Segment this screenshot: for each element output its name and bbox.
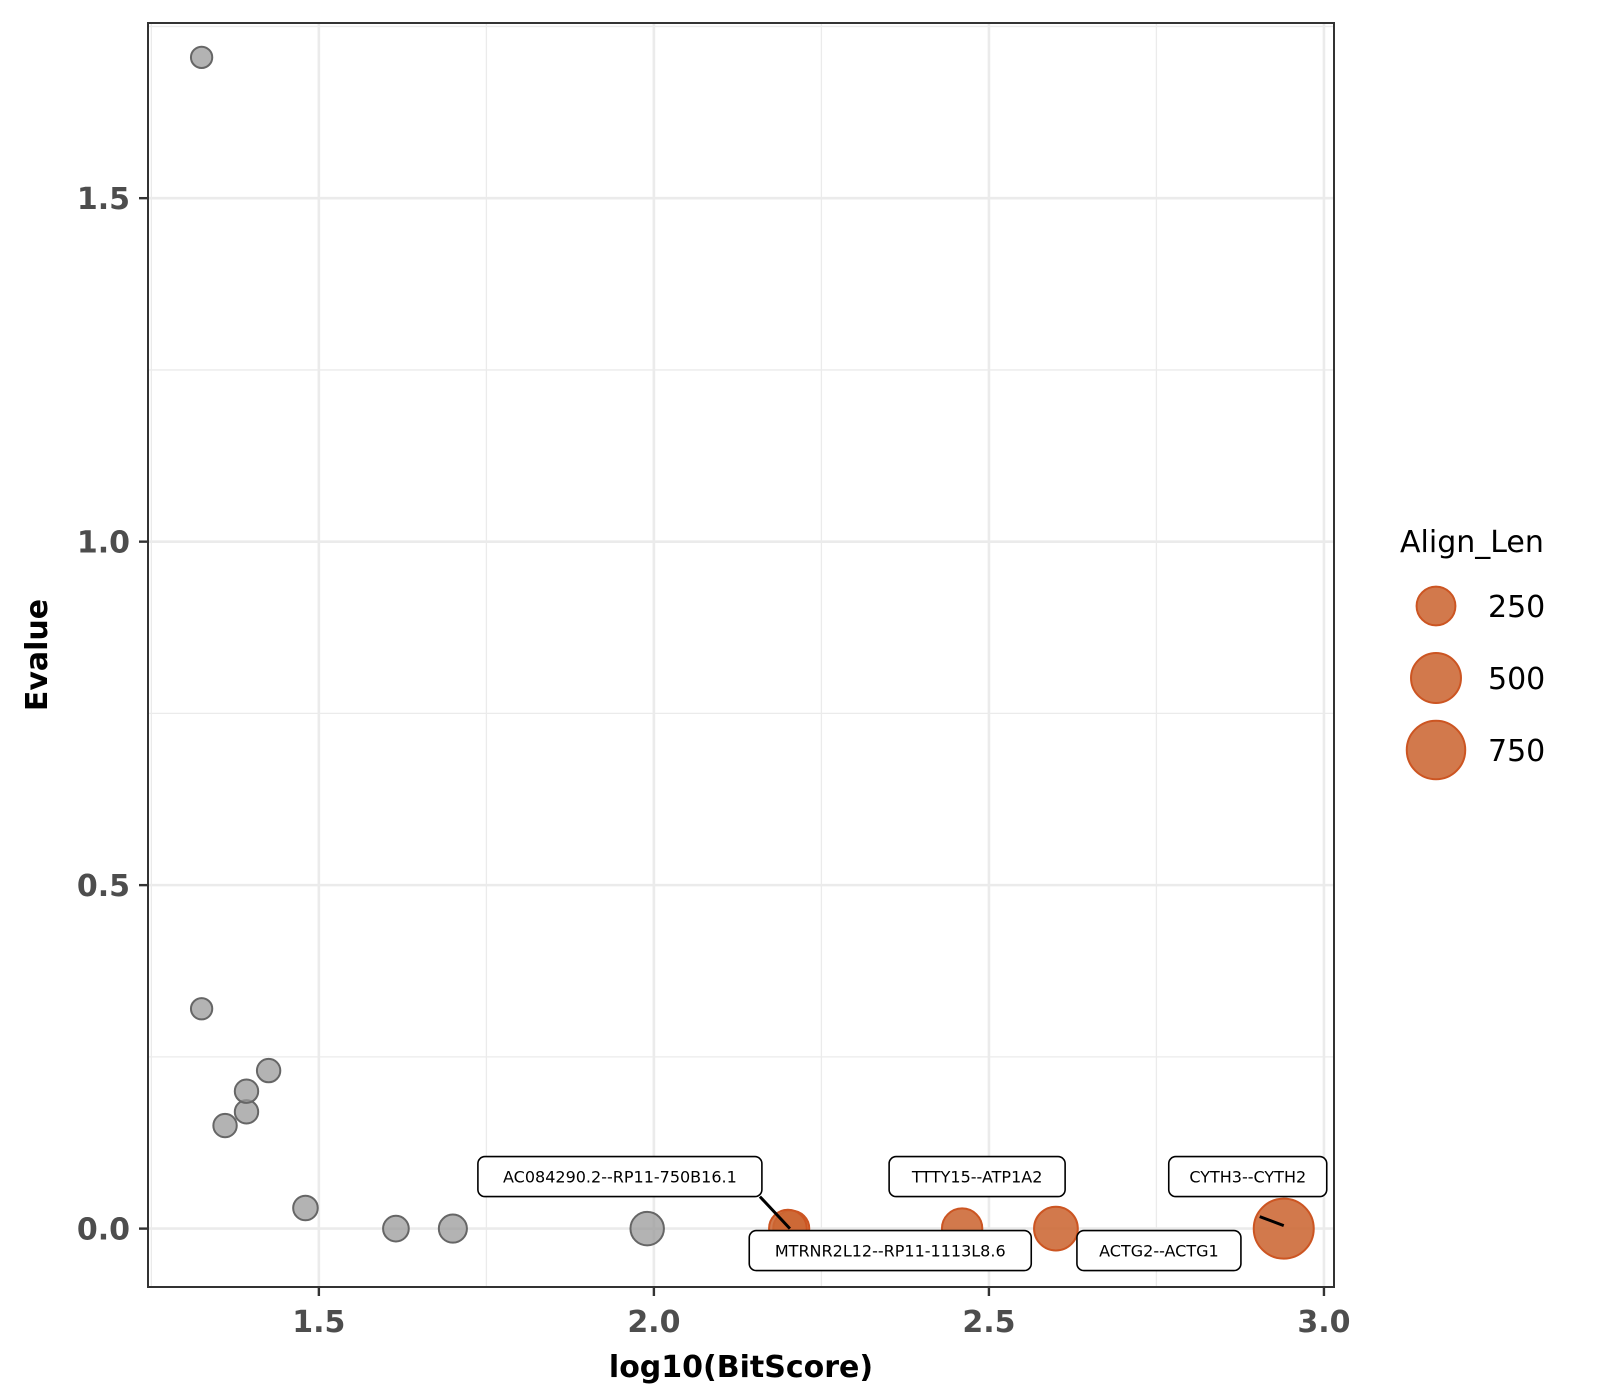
data-point bbox=[629, 1210, 665, 1247]
x-axis: 1.5 2.0 2.5 3.0 bbox=[292, 1287, 1351, 1340]
legend-key-circle bbox=[1405, 719, 1467, 781]
annotation-label: TTTY15--ATP1A2 bbox=[911, 1168, 1043, 1187]
x-tick-label: 3.0 bbox=[1297, 1305, 1350, 1340]
y-tick-label: 0.5 bbox=[77, 869, 130, 904]
grid bbox=[148, 23, 1334, 1287]
legend: Align_Len 250 500 750 bbox=[1400, 525, 1545, 781]
legend-label: 250 bbox=[1488, 590, 1545, 625]
y-axis: 0.0 0.5 1.0 1.5 bbox=[77, 182, 148, 1248]
annotation-label: CYTH3--CYTH2 bbox=[1189, 1168, 1306, 1187]
y-tick-label: 1.0 bbox=[77, 526, 130, 561]
x-tick-label: 1.5 bbox=[292, 1305, 345, 1340]
data-point bbox=[189, 997, 214, 1021]
legend-label: 750 bbox=[1488, 734, 1545, 769]
data-point bbox=[437, 1213, 468, 1244]
x-tick-label: 2.0 bbox=[627, 1305, 680, 1340]
plot-border bbox=[147, 22, 1335, 1288]
data-point bbox=[233, 1078, 260, 1104]
data-point bbox=[255, 1057, 282, 1084]
x-tick-label: 2.5 bbox=[962, 1305, 1015, 1340]
annotation-box bbox=[477, 1155, 763, 1198]
annotation-box bbox=[748, 1229, 1033, 1272]
annotation-label: AC084290.2--RP11-750B16.1 bbox=[503, 1168, 737, 1187]
y-tick-label: 0.0 bbox=[77, 1213, 130, 1248]
data-point bbox=[382, 1214, 410, 1243]
data-point bbox=[292, 1194, 319, 1222]
data-point bbox=[1033, 1205, 1079, 1252]
annotation-box bbox=[1076, 1229, 1242, 1272]
annotations: AC084290.2--RP11-750B16.1 MTRNR2L12--RP11… bbox=[477, 1155, 1328, 1272]
annotation-label: ACTG2--ACTG1 bbox=[1099, 1242, 1219, 1261]
legend-key-circle bbox=[1410, 652, 1462, 704]
annotation-box bbox=[1167, 1155, 1328, 1198]
plot-background bbox=[148, 23, 1334, 1287]
annotation-label: MTRNR2L12--RP11-1113L8.6 bbox=[775, 1242, 1006, 1261]
x-axis-title: log10(BitScore) bbox=[609, 1350, 873, 1385]
annotation-leader bbox=[1259, 1215, 1285, 1228]
y-axis-title: Evalue bbox=[20, 599, 55, 711]
y-tick-label: 1.5 bbox=[77, 182, 130, 217]
data-point bbox=[189, 45, 214, 69]
data-point bbox=[1252, 1197, 1315, 1260]
annotation-box bbox=[888, 1155, 1066, 1198]
legend-label: 500 bbox=[1488, 662, 1545, 697]
data-point bbox=[212, 1112, 238, 1139]
legend-key-circle bbox=[1415, 585, 1457, 627]
annotation-leader bbox=[758, 1195, 791, 1230]
legend-title: Align_Len bbox=[1400, 525, 1544, 560]
